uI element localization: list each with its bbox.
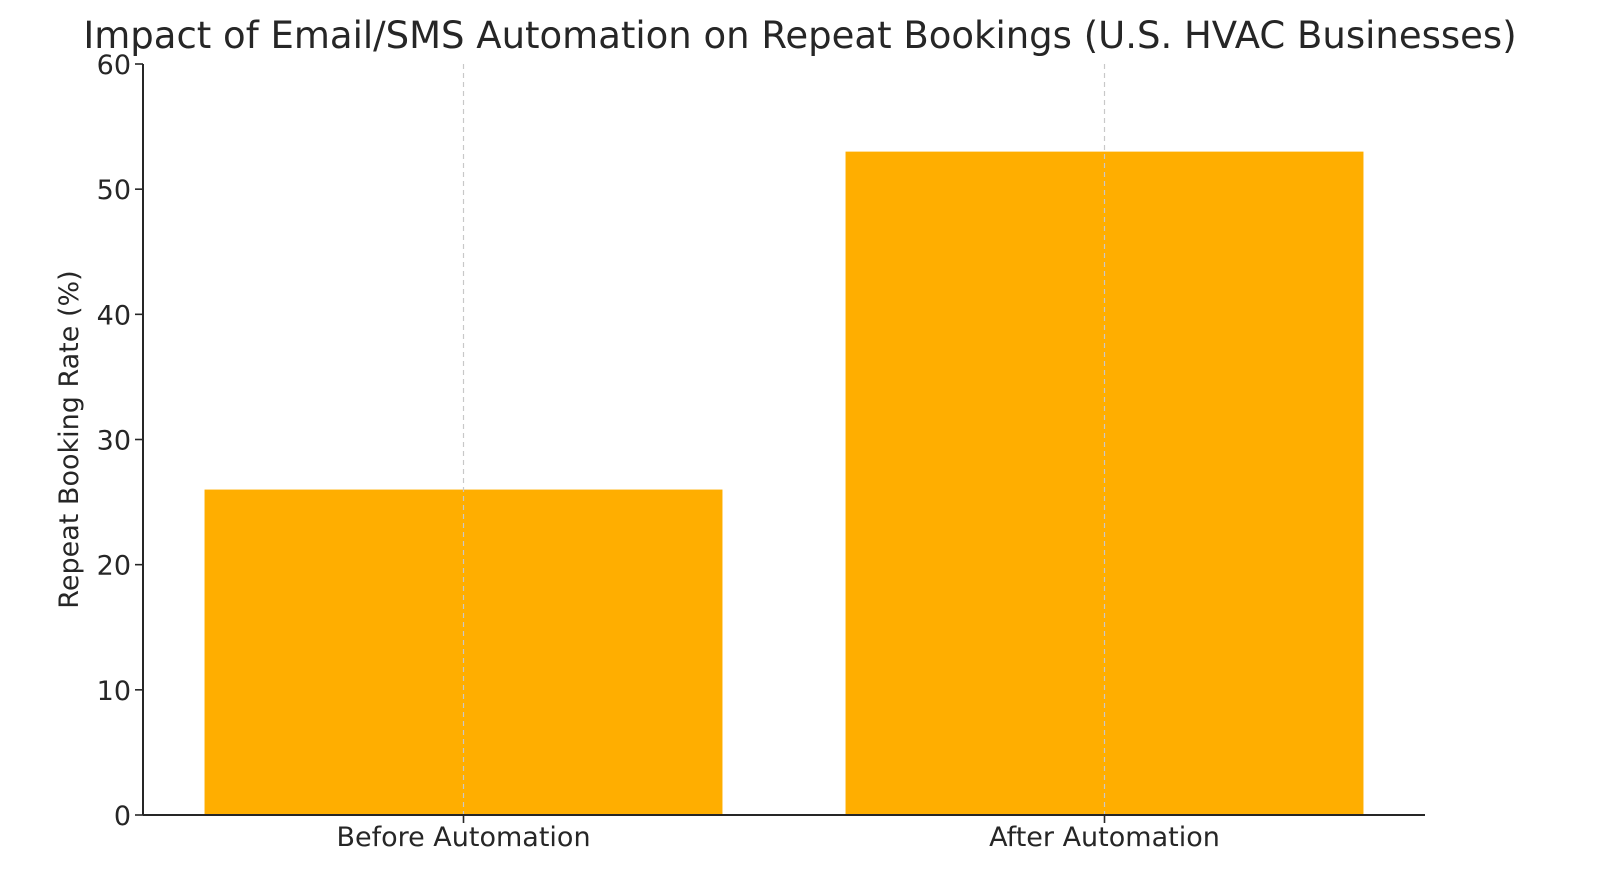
ticks-layer: Before Automation After Automation 0 10 20 30… bbox=[97, 50, 1220, 853]
x-tick-label: After Automation bbox=[989, 822, 1220, 853]
bars-layer bbox=[204, 151, 1364, 815]
y-axis-label: Repeat Booking Rate (%) bbox=[54, 270, 85, 608]
y-tick-label: 30 bbox=[97, 426, 131, 457]
y-tick-label: 20 bbox=[97, 551, 131, 582]
x-tick-label: Before Automation bbox=[336, 822, 590, 853]
y-tick-label: 10 bbox=[97, 676, 131, 707]
y-tick-label: 0 bbox=[114, 801, 131, 832]
y-tick-label: 40 bbox=[97, 300, 131, 331]
y-tick-label: 50 bbox=[97, 175, 131, 206]
grid-front-layer bbox=[462, 64, 1106, 815]
y-tick-label: 60 bbox=[97, 50, 131, 81]
chart-title: Impact of Email/SMS Automation on Repeat… bbox=[83, 14, 1516, 57]
